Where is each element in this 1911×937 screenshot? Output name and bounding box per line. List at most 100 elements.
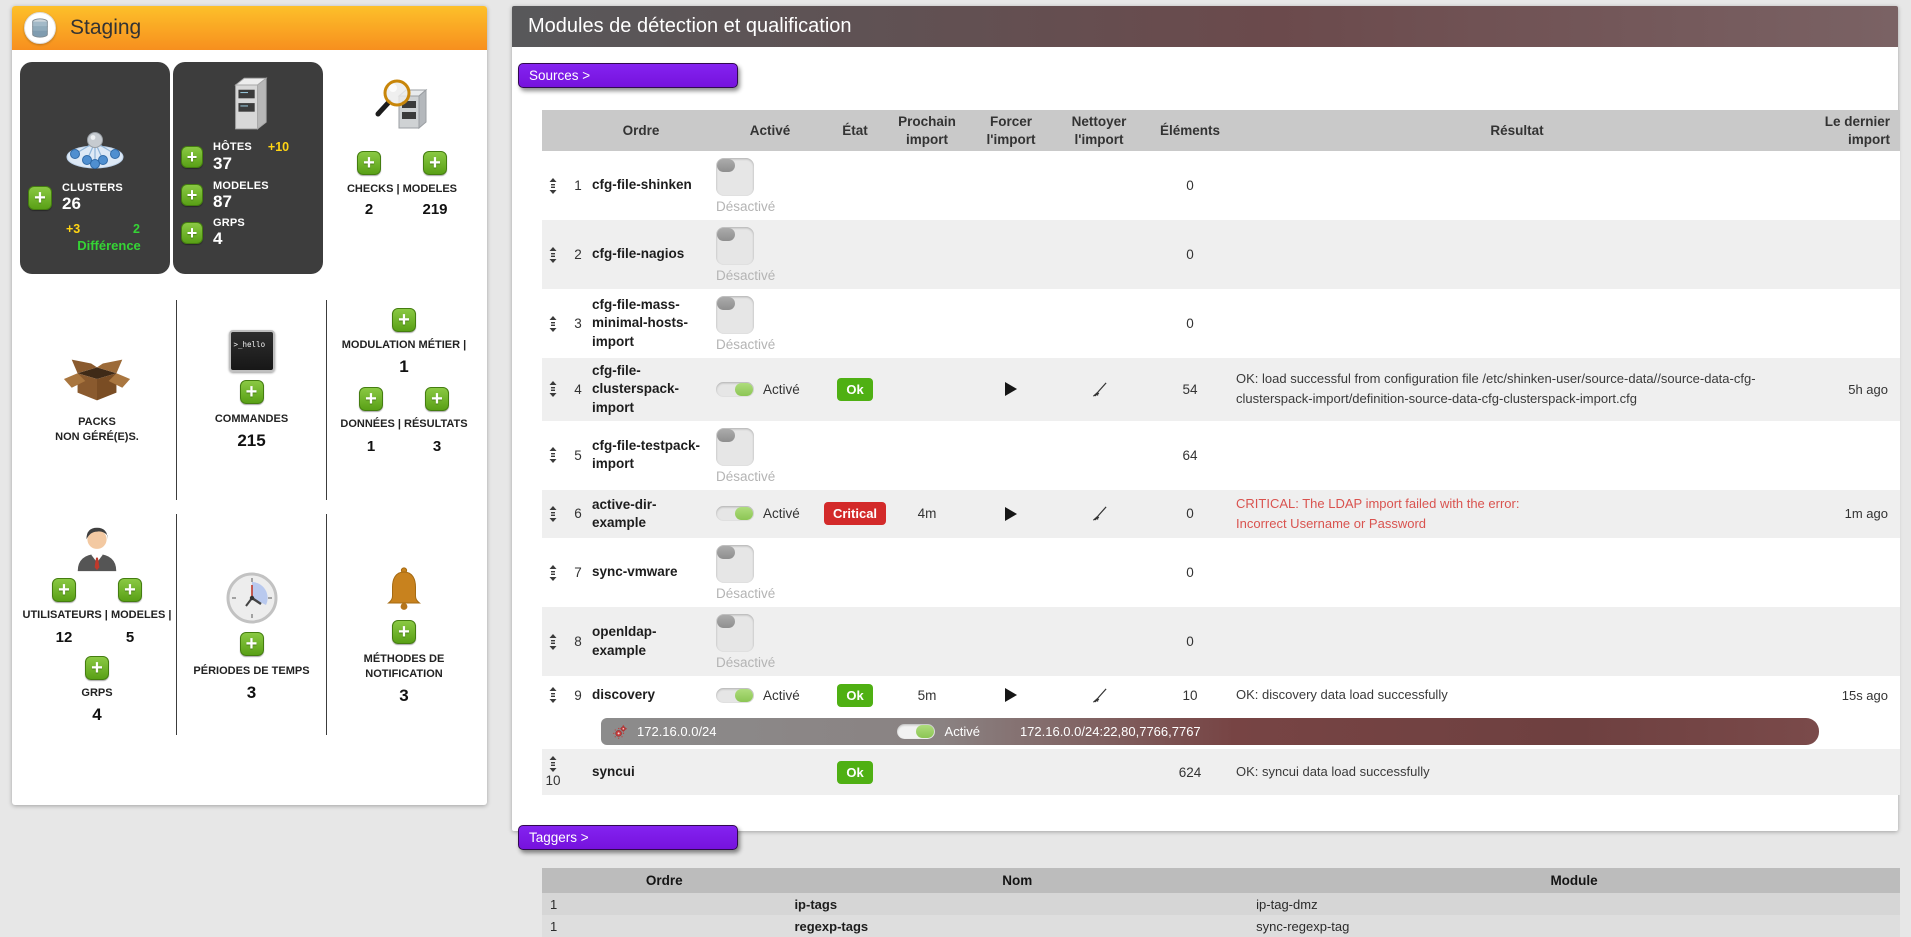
force-import-play-icon[interactable] xyxy=(1005,688,1017,703)
add-time-period-button[interactable] xyxy=(239,632,264,656)
add-user-model-button[interactable] xyxy=(118,578,142,602)
clock-icon xyxy=(226,572,278,624)
add-notification-method-button[interactable] xyxy=(392,620,416,644)
add-model-button[interactable] xyxy=(181,184,203,207)
tagger-order: 1 xyxy=(550,918,558,934)
tagger-module: sync-regexp-tag xyxy=(1256,918,1350,934)
add-data-button[interactable] xyxy=(359,386,383,411)
activation-toggle[interactable] xyxy=(716,227,754,266)
add-check-button[interactable] xyxy=(357,151,381,175)
users-value: 12 xyxy=(55,628,73,646)
drag-handle[interactable] xyxy=(542,312,564,336)
add-cluster-button[interactable] xyxy=(28,185,52,210)
result-text: OK: discovery data load successfully xyxy=(1236,686,1448,702)
drag-handle[interactable] xyxy=(542,377,564,401)
network-scan-row: 172.16.0.0/24 Activé 172.16.0.0/24:22,80… xyxy=(542,714,1900,750)
toggle-state-label: Désactivé xyxy=(716,586,776,602)
activation-toggle[interactable] xyxy=(716,381,754,397)
toggle-state-label: Activé xyxy=(763,506,800,522)
module-name: discovery xyxy=(592,686,656,702)
drag-handle[interactable] xyxy=(542,502,564,526)
user-groups-label: GRPS xyxy=(81,686,113,699)
activation-toggle[interactable] xyxy=(716,158,754,197)
users-models-label: UTILISATEURS | MODELES | xyxy=(22,609,172,621)
user-icon xyxy=(71,522,123,572)
result-text: OK: load successful from configuration f… xyxy=(1236,371,1756,407)
toggle-state-label: Activé xyxy=(763,687,800,703)
column-header-nettoyer: Nettoyer l'import xyxy=(1071,114,1127,147)
taggers-table: Ordre Nom Module 1 ip-tags ip-tag-dmz 1 … xyxy=(542,868,1900,937)
clean-import-broom-icon[interactable] xyxy=(1091,687,1108,704)
column-header-elements: Éléments xyxy=(1159,122,1221,138)
row-order: 10 xyxy=(545,773,561,789)
modulation-label: MODULATION MÉTIER | xyxy=(341,339,467,351)
tagger-name: regexp-tags xyxy=(794,918,869,934)
activation-toggle[interactable] xyxy=(716,687,754,703)
tagger-row[interactable]: 1 ip-tags ip-tag-dmz xyxy=(542,893,1900,916)
difference-label: Différence xyxy=(77,237,141,253)
add-result-button[interactable] xyxy=(425,386,449,411)
elements-count: 0 xyxy=(1186,634,1194,650)
sources-button[interactable]: Sources > xyxy=(518,63,738,88)
add-host-button[interactable] xyxy=(181,145,203,168)
hosts-label: HÔTES xyxy=(213,141,252,153)
activation-toggle[interactable] xyxy=(716,545,754,584)
column-header-forcer: Forcer l'import xyxy=(986,114,1036,147)
drag-handle[interactable] xyxy=(542,630,564,654)
checks-value: 2 xyxy=(364,201,374,218)
result-text: CRITICAL: The LDAP import failed with th… xyxy=(1236,495,1520,531)
gears-icon xyxy=(613,724,628,739)
module-name: active-dir-example xyxy=(592,496,657,530)
commands-label: COMMANDES xyxy=(214,413,289,425)
last-import: 1m ago xyxy=(1844,506,1888,522)
drag-handle[interactable] xyxy=(542,443,564,467)
box-icon xyxy=(62,353,132,407)
taggers-button[interactable]: Taggers > xyxy=(518,825,738,851)
add-user-group-button[interactable] xyxy=(85,655,109,680)
time-periods-value: 3 xyxy=(246,682,257,702)
module-name: sync-vmware xyxy=(592,564,678,580)
tagger-row[interactable]: 1 regexp-tags sync-regexp-tag xyxy=(542,915,1900,937)
tagger-name: ip-tags xyxy=(794,896,838,912)
models-value: 87 xyxy=(213,191,232,211)
packs-section: PACKS NON GÉRÉ(E)S. xyxy=(18,300,176,500)
time-periods-section: PÉRIODES DE TEMPS 3 xyxy=(176,514,326,735)
toggle-state-label: Désactivé xyxy=(716,468,776,484)
force-import-play-icon[interactable] xyxy=(1005,382,1017,397)
source-row: 4 cfg-file-clusterspack-import Activé Ok… xyxy=(542,358,1900,421)
drag-handle[interactable] xyxy=(542,683,564,707)
force-import-play-icon[interactable] xyxy=(1005,506,1017,521)
activation-toggle[interactable] xyxy=(716,506,754,522)
clusters-removed: 2 xyxy=(133,221,140,236)
check-models-value: 219 xyxy=(422,201,448,218)
search-server-icon xyxy=(372,76,432,143)
column-header-tagger-ordre: Ordre xyxy=(645,873,683,889)
add-user-button[interactable] xyxy=(52,578,76,602)
activation-toggle[interactable] xyxy=(716,427,754,466)
activation-toggle[interactable] xyxy=(716,614,754,653)
hosts-delta: +10 xyxy=(267,140,290,154)
add-modulation-button[interactable] xyxy=(392,308,416,332)
drag-handle[interactable] xyxy=(542,174,564,198)
add-group-button[interactable] xyxy=(181,221,203,244)
activation-toggle[interactable] xyxy=(716,296,754,335)
toggle-state-label: Désactivé xyxy=(716,199,776,215)
data-results-label: DONNÉES | RÉSULTATS xyxy=(340,417,468,430)
status-badge: Critical xyxy=(823,502,887,526)
drag-handle[interactable]: 10 xyxy=(542,752,564,792)
column-header-tagger-nom: Nom xyxy=(1002,873,1033,889)
column-header-resultat: Résultat xyxy=(1490,122,1544,138)
scan-toggle-label: Activé xyxy=(944,724,980,740)
row-order: 7 xyxy=(574,565,582,581)
row-order: 6 xyxy=(574,506,582,522)
elements-count: 0 xyxy=(1186,178,1194,194)
add-command-button[interactable] xyxy=(239,380,264,404)
last-import: 5h ago xyxy=(1848,381,1888,397)
drag-handle[interactable] xyxy=(542,243,564,267)
module-name: cfg-file-clusterspack-import xyxy=(592,363,680,415)
scan-toggle[interactable] xyxy=(896,724,935,740)
drag-handle[interactable] xyxy=(542,561,564,585)
add-check-model-button[interactable] xyxy=(423,151,447,175)
clean-import-broom-icon[interactable] xyxy=(1091,381,1108,398)
clean-import-broom-icon[interactable] xyxy=(1091,505,1108,522)
